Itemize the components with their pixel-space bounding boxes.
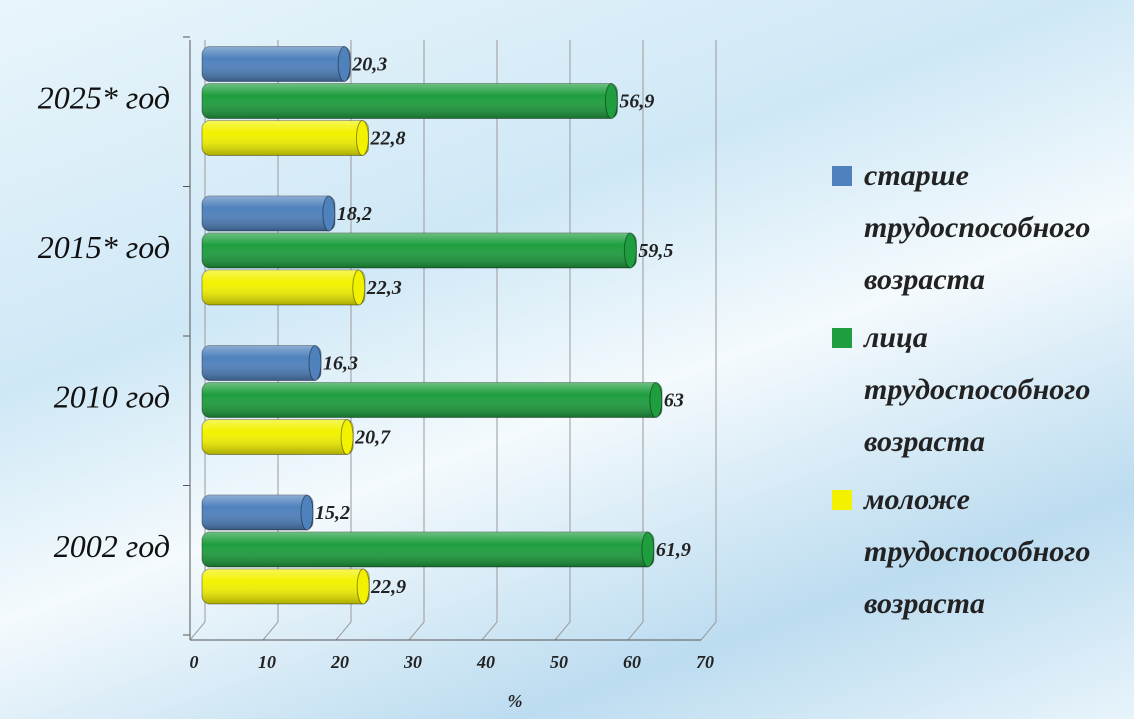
x-tick-label: 50 xyxy=(550,652,568,672)
bar-shade xyxy=(202,345,321,381)
grid-line xyxy=(627,40,644,641)
value-label: 18,2 xyxy=(337,203,372,225)
x-tick-label: 60 xyxy=(623,652,641,672)
value-label: 22,9 xyxy=(370,576,406,598)
bar-cap xyxy=(355,120,369,156)
bar-cap xyxy=(337,46,351,82)
legend-item: старше трудоспособного возраста xyxy=(832,150,1132,306)
bar-cap xyxy=(340,419,354,455)
legend-label: старше трудоспособного возраста xyxy=(864,159,1091,296)
value-label: 61,9 xyxy=(656,539,691,561)
x-tick-label: 30 xyxy=(403,652,422,672)
x-tick-label: 10 xyxy=(258,652,276,672)
bar-shade xyxy=(202,532,654,567)
bar-shade xyxy=(202,270,365,305)
value-label: 20,3 xyxy=(351,54,387,76)
legend-swatch xyxy=(832,166,852,186)
value-label: 20,7 xyxy=(354,427,391,449)
bar-shade xyxy=(202,83,618,119)
x-tick-label: 40 xyxy=(476,652,495,672)
value-label: 15,2 xyxy=(315,502,350,524)
x-tick-label: 0 xyxy=(190,652,199,672)
value-label: 22,3 xyxy=(366,277,402,299)
bar-shade xyxy=(202,233,637,268)
legend-swatch xyxy=(832,490,852,510)
x-axis-label: % xyxy=(508,691,523,711)
y-tick-label: 2002 год xyxy=(54,528,170,564)
bar-shade xyxy=(202,46,351,82)
grid-line xyxy=(189,40,206,641)
bar-cap xyxy=(352,269,366,306)
bar-shade xyxy=(202,120,369,156)
value-label: 22,8 xyxy=(369,128,405,150)
legend-item: лица трудоспособного возраста xyxy=(832,312,1132,468)
legend: старше трудоспособного возраста лица труд… xyxy=(832,150,1132,636)
y-tick-label: 2010 год xyxy=(54,378,170,414)
bar-shade xyxy=(202,382,662,418)
bar-cap xyxy=(641,531,655,568)
value-label: 63 xyxy=(664,390,684,412)
x-tick-label: 70 xyxy=(696,652,714,672)
bar-shade xyxy=(202,419,354,455)
y-tick-label: 2025* год xyxy=(38,79,170,115)
legend-item: моложе трудоспособного возраста xyxy=(832,474,1132,630)
bar-cap xyxy=(623,232,637,269)
bar-shade xyxy=(202,495,313,530)
bar-cap xyxy=(356,568,370,605)
bar-cap xyxy=(300,494,314,531)
grid-line xyxy=(700,40,717,641)
value-label: 16,3 xyxy=(323,353,358,375)
legend-label: лица трудоспособного возраста xyxy=(864,321,1091,458)
y-tick-label: 2015* год xyxy=(38,229,170,265)
legend-label: моложе трудоспособного возраста xyxy=(864,483,1091,620)
bar-cap xyxy=(308,345,322,381)
x-tick-label: 20 xyxy=(330,652,349,672)
bar-cap xyxy=(322,195,336,232)
value-label: 56,9 xyxy=(619,91,654,113)
value-label: 59,5 xyxy=(638,240,673,262)
bar-shade xyxy=(202,569,370,604)
bar-cap xyxy=(604,83,618,119)
legend-swatch xyxy=(832,328,852,348)
bar-cap xyxy=(649,382,663,418)
bar-shade xyxy=(202,196,335,231)
